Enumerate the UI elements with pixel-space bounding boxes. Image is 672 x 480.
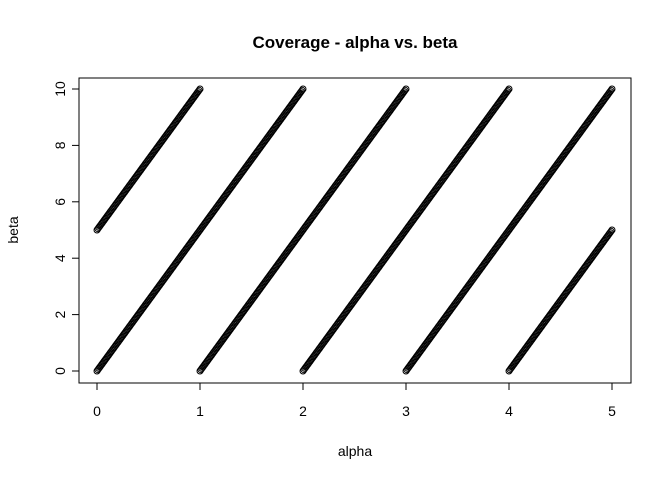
x-tick-label: 5 (608, 403, 616, 419)
x-tick-label: 2 (299, 403, 307, 419)
x-axis: 0 1 2 3 4 5 (93, 382, 616, 419)
x-tick-label: 3 (402, 403, 410, 419)
x-tick-label: 4 (505, 403, 513, 419)
data-point (401, 86, 409, 94)
x-tick-label: 1 (196, 403, 204, 419)
data-point (607, 227, 615, 235)
y-tick-label: 6 (52, 198, 68, 206)
chart-title: Coverage - alpha vs. beta (252, 33, 458, 52)
data-point (299, 85, 307, 93)
x-axis-label: alpha (338, 443, 372, 459)
y-tick-label: 2 (52, 310, 68, 318)
y-tick-label: 8 (52, 141, 68, 149)
x-tick-label: 0 (93, 403, 101, 419)
data-point (608, 85, 616, 93)
data-point (298, 86, 306, 94)
data-point (607, 86, 615, 94)
data-point (196, 85, 204, 93)
data-point (504, 86, 512, 94)
data-points (93, 85, 616, 375)
data-point (195, 86, 203, 94)
y-axis: 0 2 4 6 8 10 (52, 81, 80, 375)
data-point (402, 85, 410, 93)
plot-frame (78, 77, 632, 384)
y-tick-label: 4 (52, 254, 68, 262)
data-point (608, 226, 616, 234)
data-point (505, 85, 513, 93)
y-tick-label: 10 (52, 81, 68, 97)
y-axis-label: beta (5, 216, 21, 243)
y-tick-label: 0 (52, 367, 68, 375)
